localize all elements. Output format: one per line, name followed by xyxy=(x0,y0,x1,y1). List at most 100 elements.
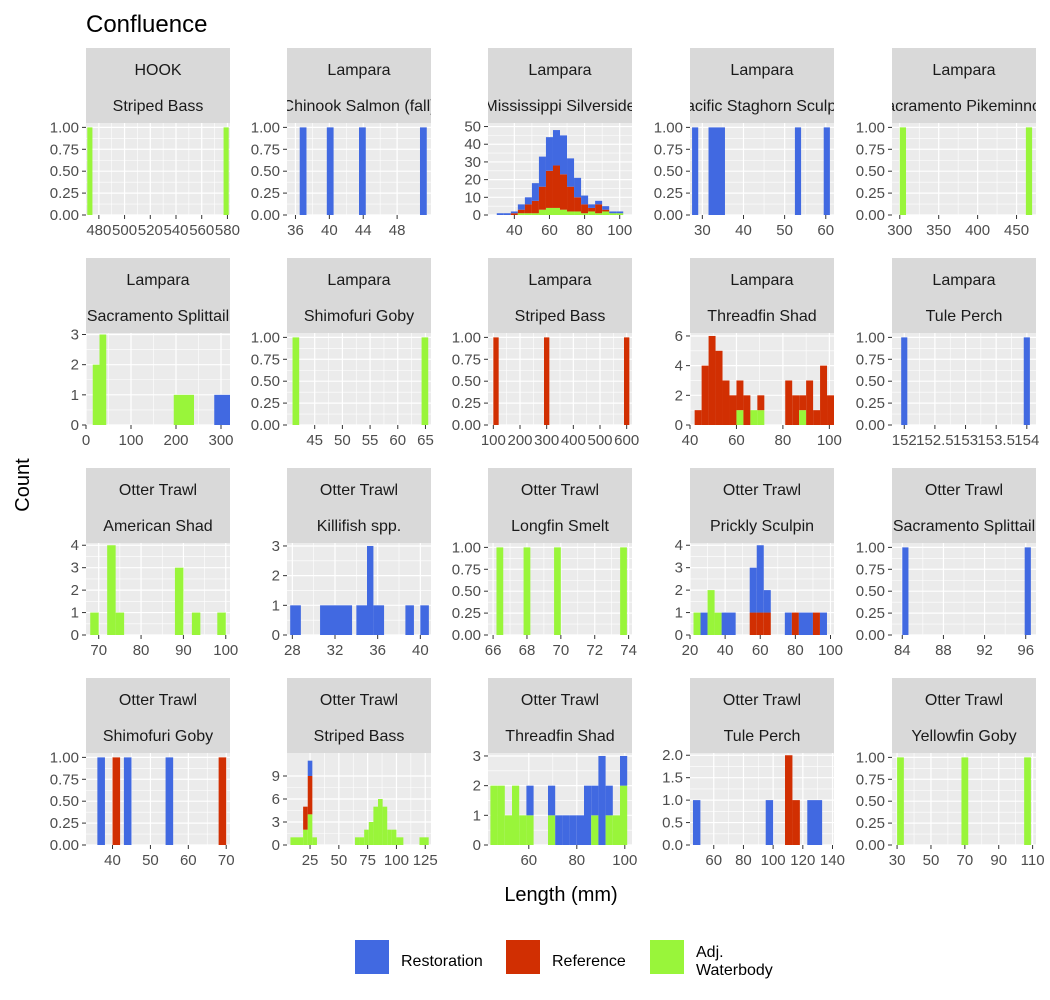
histogram-bar xyxy=(567,158,575,187)
y-tick-label: 0.00 xyxy=(856,417,885,434)
facet-panel: Lampara Chinook Salmon (fall) 36 40 44 48 0.00… xyxy=(251,48,431,239)
y-tick-label: 0.50 xyxy=(452,373,481,390)
x-tick-label: 74 xyxy=(620,642,637,659)
x-tick-label: 60 xyxy=(752,642,769,659)
histogram-bar xyxy=(531,213,539,215)
histogram-bar xyxy=(749,612,757,635)
histogram-bar xyxy=(785,380,793,425)
x-tick-label: 40 xyxy=(506,222,523,239)
x-tick-label: 40 xyxy=(735,222,752,239)
histogram-bar xyxy=(692,127,699,215)
x-tick-label: 50 xyxy=(923,852,940,869)
x-tick-label: 500 xyxy=(112,222,137,239)
histogram-bar xyxy=(307,760,313,776)
histogram-bar xyxy=(382,806,388,845)
x-tick-label: 66 xyxy=(485,642,502,659)
histogram-bar xyxy=(517,213,525,215)
histogram-bar xyxy=(307,814,313,845)
facet-strip xyxy=(892,468,1036,543)
y-tick-label: 0.25 xyxy=(856,605,885,622)
legend: Restoration Reference Adj. Waterbody xyxy=(355,940,773,979)
y-tick-label: 0.75 xyxy=(856,351,885,368)
histogram-bar xyxy=(616,211,624,214)
histogram-bar xyxy=(531,183,539,201)
x-tick-label: 100 xyxy=(118,432,143,449)
histogram-bar xyxy=(569,815,577,845)
facet-species-label: Prickly Sculpin xyxy=(710,518,814,535)
histogram-bar xyxy=(1023,337,1030,425)
facet-species-label: Shimofuri Goby xyxy=(103,728,213,745)
y-tick-label: 0.00 xyxy=(856,837,885,854)
x-tick-label: 540 xyxy=(163,222,188,239)
facet-gear-label: Otter Trawl xyxy=(925,692,1003,709)
x-tick-label: 100 xyxy=(213,642,238,659)
facet-species-label: Striped Bass xyxy=(113,98,204,115)
facet-gear-label: Lampara xyxy=(327,272,390,289)
y-axis-title: Count xyxy=(12,458,34,512)
chart-title: Confluence xyxy=(86,11,207,38)
histogram-bar xyxy=(545,207,553,215)
histogram-bar xyxy=(743,395,751,425)
histogram-bar xyxy=(531,200,539,214)
x-tick-label: 125 xyxy=(413,852,438,869)
x-tick-label: 84 xyxy=(894,642,911,659)
y-tick-label: 1.00 xyxy=(251,119,280,136)
legend-label: Reference xyxy=(552,953,626,970)
histogram-bar xyxy=(763,612,771,635)
histogram-bar xyxy=(798,612,813,635)
x-tick-label: 300 xyxy=(534,432,559,449)
y-tick-label: 0.50 xyxy=(856,163,885,180)
y-tick-label: 0.50 xyxy=(50,163,79,180)
facet-strip xyxy=(488,468,632,543)
facet-species-label: Tule Perch xyxy=(724,728,801,745)
y-tick-label: 0.25 xyxy=(452,605,481,622)
x-tick-label: 300 xyxy=(208,432,233,449)
facet-species-label: Mississippi Silverside xyxy=(484,98,635,115)
facet-panel: Lampara Tule Perch 152 152.5 153 153.5 154 0.00… xyxy=(856,258,1039,449)
histogram-bar xyxy=(588,207,596,212)
y-tick-label: 50 xyxy=(464,119,481,136)
facet-species-label: Sacramento Splittail xyxy=(87,308,229,325)
y-tick-label: 1.00 xyxy=(856,539,885,556)
y-tick-label: 0 xyxy=(71,417,79,434)
x-tick-label: 30 xyxy=(889,852,906,869)
histogram-bar xyxy=(901,337,908,425)
legend-key xyxy=(506,940,540,974)
facet-panel: Otter Trawl American Shad 70 80 90 100 0 1 2 3 4 xyxy=(71,468,238,659)
y-tick-label: 10 xyxy=(464,189,481,206)
histogram-bar xyxy=(367,545,374,635)
histogram-bar xyxy=(792,800,800,845)
x-tick-label: 520 xyxy=(138,222,163,239)
histogram-bar xyxy=(693,612,701,635)
histogram-bar xyxy=(1025,127,1033,215)
y-tick-label: 0.0 xyxy=(662,837,683,854)
y-tick-label: 0.25 xyxy=(856,185,885,202)
histogram-bar xyxy=(820,365,828,425)
x-tick-label: 500 xyxy=(587,432,612,449)
histogram-bar xyxy=(512,785,520,845)
histogram-bar xyxy=(359,127,366,215)
histogram-bar xyxy=(396,837,404,845)
histogram-bar xyxy=(899,127,907,215)
histogram-bar xyxy=(823,127,830,215)
x-tick-label: 153 xyxy=(953,432,978,449)
y-tick-label: 3 xyxy=(272,814,280,831)
x-tick-label: 580 xyxy=(215,222,240,239)
y-tick-label: 4 xyxy=(675,358,683,375)
histogram-bar xyxy=(292,337,300,425)
facet-panel: Otter Trawl Threadfin Shad 60 80 100 0 1 2 3 xyxy=(473,678,637,869)
x-tick-label: 68 xyxy=(519,642,536,659)
histogram-bar xyxy=(736,380,744,411)
histogram-bar xyxy=(99,334,107,425)
x-tick-label: 50 xyxy=(142,852,159,869)
y-tick-label: 1.00 xyxy=(452,329,481,346)
x-tick-label: 60 xyxy=(389,432,406,449)
histogram-bar xyxy=(359,837,365,845)
histogram-bar xyxy=(419,127,427,215)
histogram-bar xyxy=(692,800,701,845)
x-tick-label: 50 xyxy=(334,432,351,449)
histogram-bar xyxy=(1024,757,1031,845)
histogram-bar xyxy=(173,394,194,425)
x-tick-label: 80 xyxy=(735,852,752,869)
histogram-bar xyxy=(961,757,969,845)
